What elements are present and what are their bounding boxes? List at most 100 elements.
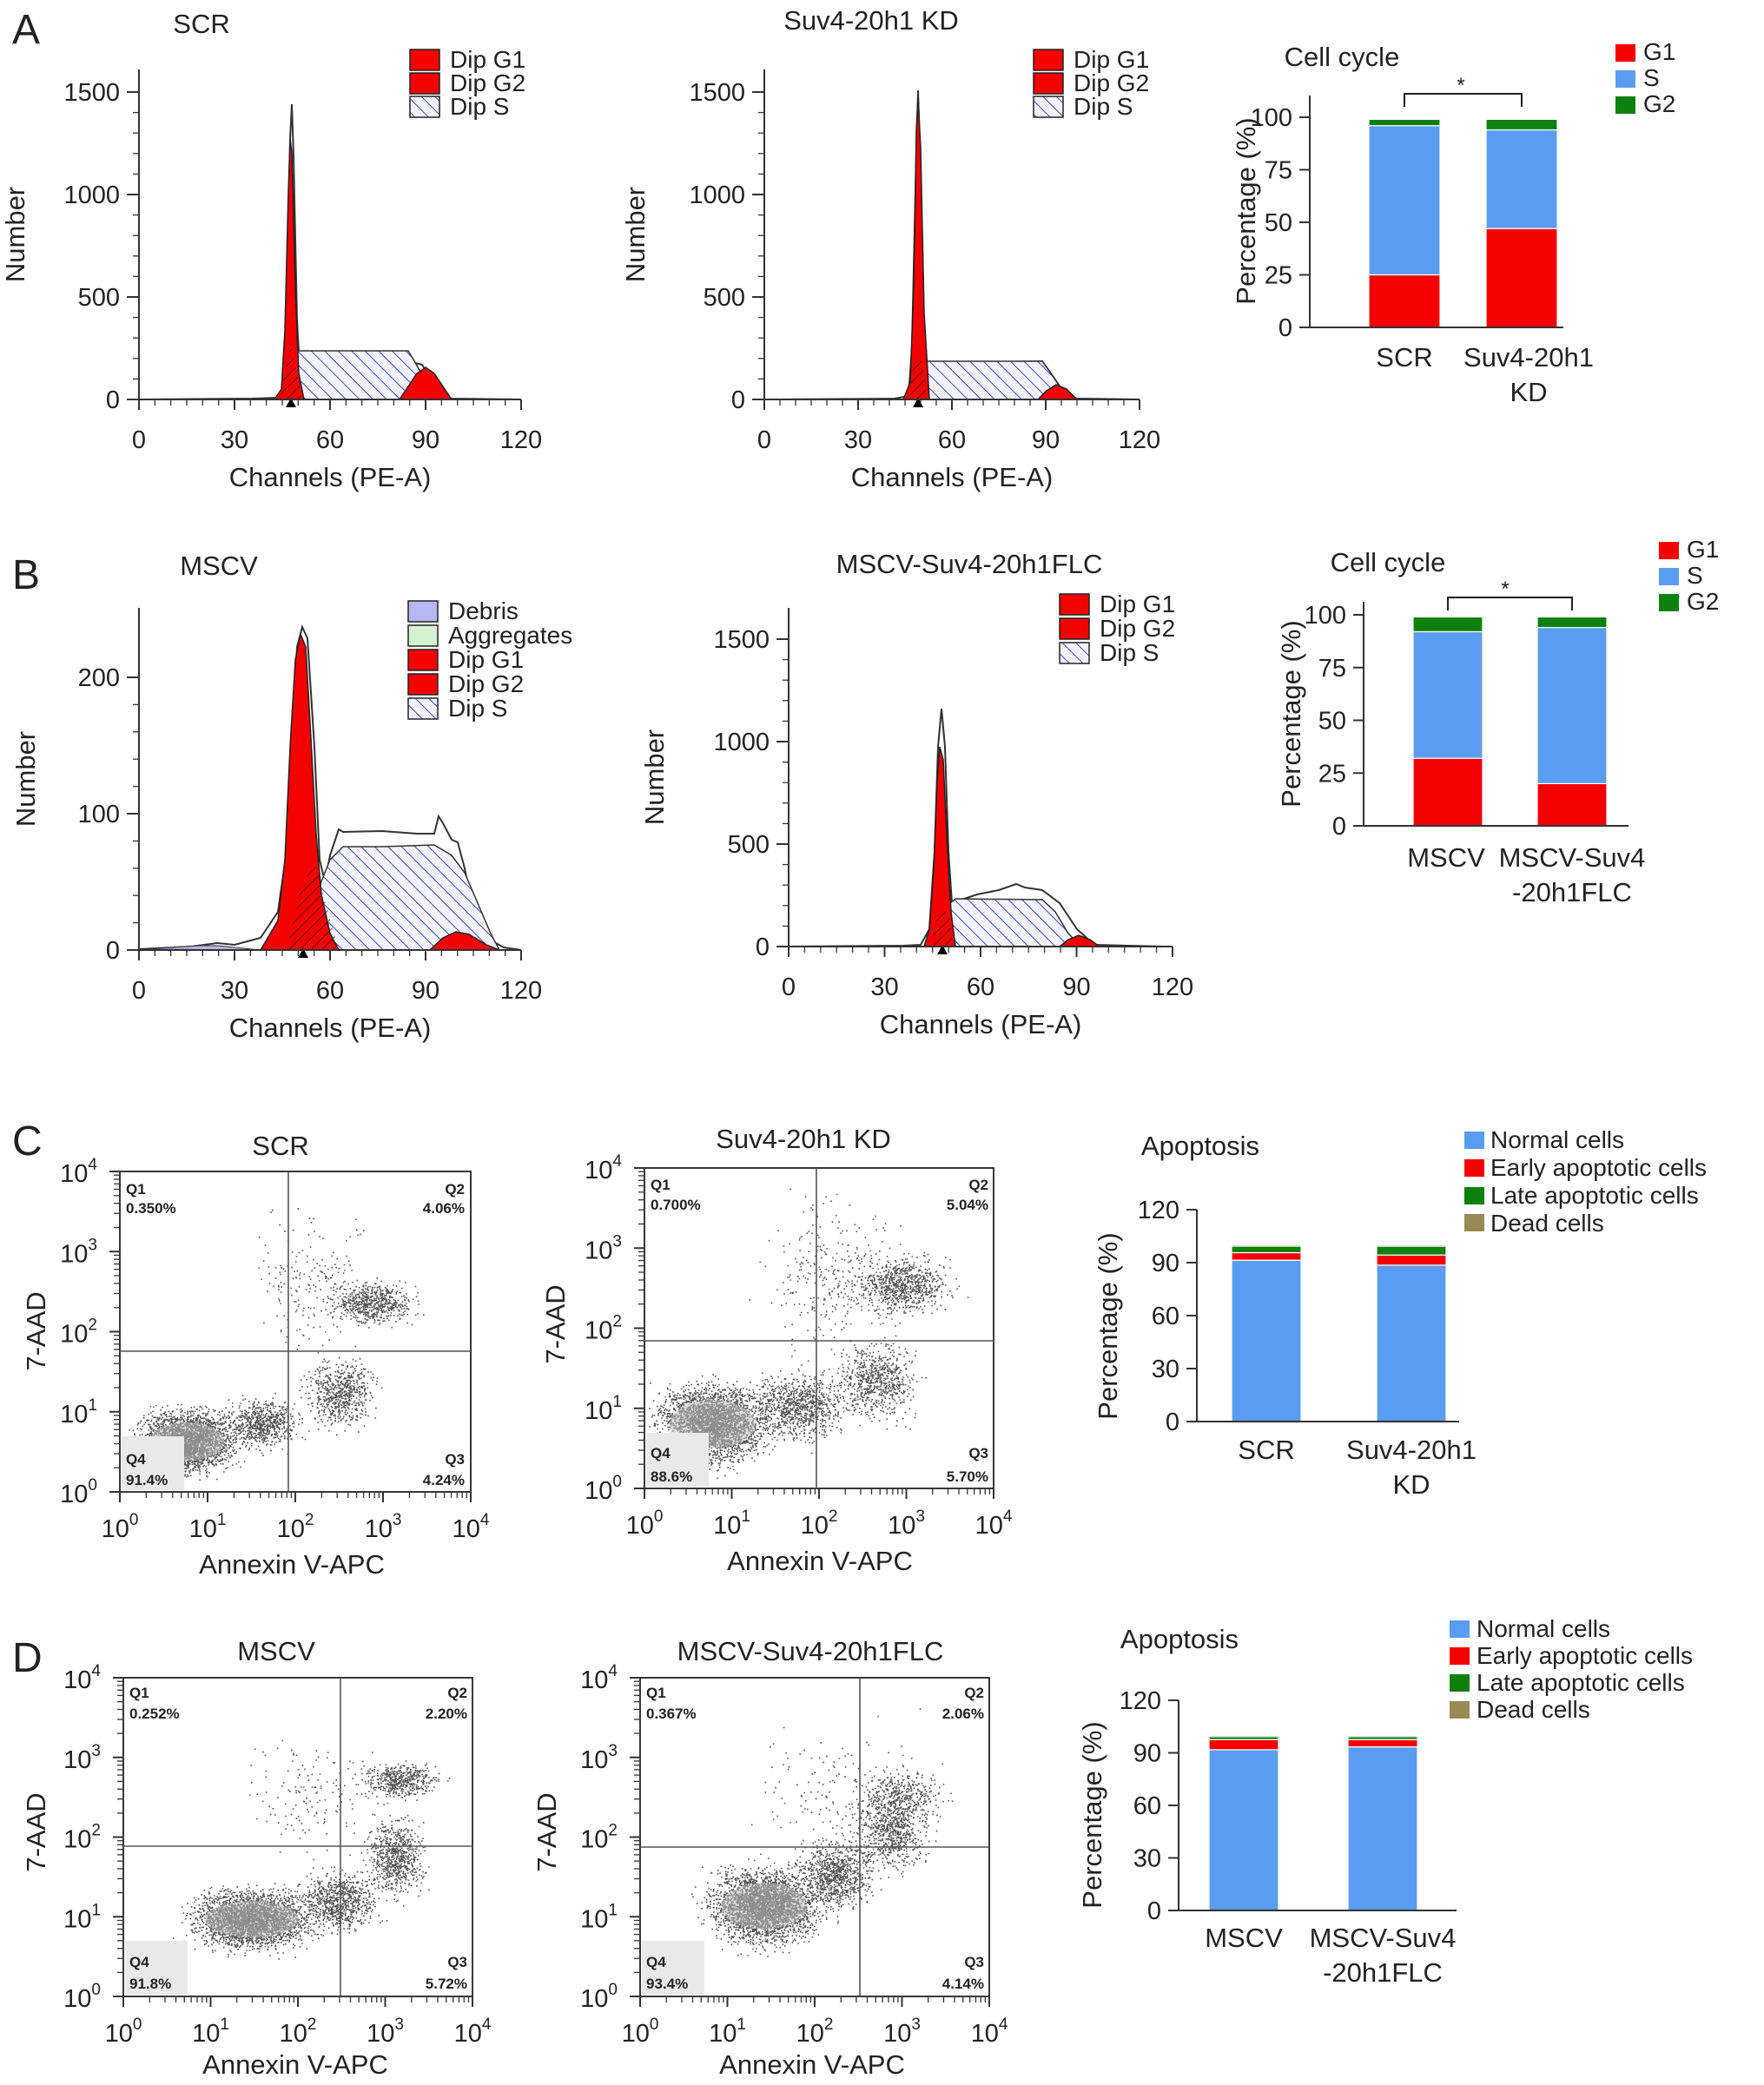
- bar-2-g1: [1485, 228, 1558, 328]
- x-tick-label: 90: [412, 977, 439, 1005]
- y-axis: 0 25 50 75 100: [1251, 104, 1310, 342]
- q3-value: 4.14%: [942, 1976, 984, 1992]
- x-axis-label: Annexin V-APC: [202, 2049, 388, 2080]
- x-tick-label: 102: [796, 2016, 834, 2048]
- x-tick-label: 60: [316, 426, 344, 454]
- category-label-2-line1: MSCV-Suv4: [1499, 842, 1646, 873]
- significance-star: *: [1457, 74, 1464, 97]
- chart-title: Apoptosis: [1141, 1131, 1259, 1161]
- legend-label-early: Early apoptotic cells: [1477, 1642, 1693, 1669]
- x-tick-label: 100: [626, 1508, 664, 1540]
- dip-g1-overlap: [287, 860, 339, 950]
- q2-label: Q2: [447, 1685, 467, 1701]
- bar-2-s: [1485, 129, 1558, 229]
- y-tick-label: 75: [1318, 655, 1346, 683]
- y-tick-label: 100: [580, 1981, 618, 2013]
- scatter-d-mscv-suv4-20h1flc: MSCV-Suv4-20h1FLC Q1 0.367% Q2 2.06% Q3 …: [532, 1636, 1008, 2080]
- y-tick-label: 90: [1152, 1250, 1179, 1277]
- legend-label-dip-g2: Dip G2: [450, 69, 525, 96]
- q2-value: 4.06%: [423, 1200, 465, 1217]
- legend-label-dip-g2: Dip G2: [448, 670, 524, 697]
- legend-swatch-dead: [1464, 1214, 1484, 1231]
- y-tick-label: 1500: [689, 79, 745, 107]
- q3-value: 4.24%: [423, 1472, 465, 1488]
- q2-label: Q2: [964, 1685, 984, 1701]
- chart-title: SCR: [173, 9, 229, 39]
- y-tick-label: 1000: [63, 181, 120, 209]
- x-tick-label: 90: [412, 426, 439, 454]
- legend-swatch-g1: [1659, 542, 1679, 559]
- legend: Dip G1 Dip G2 Dip S: [409, 46, 525, 120]
- y-axis-label: 7-AAD: [540, 1284, 571, 1363]
- category-label-2-line2: -20h1FLC: [1512, 877, 1632, 907]
- q1-value: 0.367%: [646, 1706, 697, 1722]
- q2-value: 5.04%: [947, 1197, 988, 1213]
- legend-swatch-dip-g2: [407, 673, 439, 696]
- legend-swatch-dead: [1450, 1701, 1470, 1719]
- bar-1-g2: [1412, 616, 1483, 633]
- x-tick-label: 120: [1119, 426, 1160, 454]
- q1-label: Q1: [129, 1685, 149, 1701]
- bars: [1208, 1734, 1418, 1911]
- panel-letter-b: B: [12, 552, 40, 598]
- legend-swatch-normal: [1450, 1620, 1470, 1638]
- q2-value: 2.20%: [426, 1706, 467, 1722]
- y-tick-label: 120: [1138, 1197, 1179, 1224]
- q1-label: Q1: [126, 1181, 146, 1198]
- x-axis-label: Channels (PE-A): [229, 1013, 432, 1043]
- y-tick-label: 101: [585, 1393, 622, 1425]
- scatter-d-mscv: MSCV Q1 0.252% Q2 2.20% Q3 5.72% Q4 91.8…: [21, 1636, 492, 2080]
- chart-title: Suv4-20h1 KD: [783, 5, 959, 36]
- legend-label-dip-g1: Dip G1: [1100, 591, 1175, 617]
- y-tick-label: 104: [63, 1662, 101, 1694]
- y-tick-label: 102: [60, 1316, 97, 1349]
- chart-title: Cell cycle: [1331, 547, 1446, 577]
- y-axis: 0 500 1000 1500 Number: [620, 69, 765, 414]
- y-tick-label: 104: [585, 1152, 622, 1184]
- legend: Dip G1 Dip G2 Dip S: [1059, 591, 1175, 666]
- legend-swatch-early: [1464, 1159, 1484, 1177]
- dip-g1-peak: [922, 746, 956, 947]
- bar-1-early-apoptotic-cells: [1208, 1739, 1279, 1751]
- legend-swatch-g2: [1659, 594, 1679, 611]
- legend-label-s: S: [1687, 562, 1703, 589]
- dip-g1-overlap: [280, 343, 302, 399]
- legend-label-g2: G2: [1687, 588, 1719, 615]
- x-tick-label: 120: [500, 977, 542, 1005]
- x-axis-label: Channels (PE-A): [880, 1009, 1082, 1039]
- q1-value: 0.252%: [129, 1706, 180, 1722]
- bar-1-s: [1412, 630, 1483, 759]
- legend-label-normal: Normal cells: [1490, 1126, 1624, 1153]
- x-axis: 0 30 60 90 120 Channels (PE-A): [132, 399, 542, 492]
- legend: G1 S G2: [1659, 536, 1719, 615]
- y-tick-label: 500: [704, 284, 745, 312]
- stacked-bar-b-cell-cycle: Cell cycle 0 25 50 75 100 * MSCV MSCV-Suv4 -…: [1276, 536, 1719, 907]
- chart-title: Suv4-20h1 KD: [716, 1124, 891, 1154]
- x-tick-label: 101: [713, 1508, 750, 1540]
- dip-g1-overlap: [931, 907, 954, 947]
- category-label-2-line1: Suv4-20h1: [1463, 342, 1594, 373]
- y-axis-label: Percentage (%): [1231, 117, 1261, 304]
- category-label-1: MSCV: [1407, 842, 1485, 873]
- bar-2-s: [1536, 626, 1608, 785]
- q4-value: 91.4%: [126, 1472, 168, 1488]
- histogram-envelope: [763, 89, 1140, 400]
- q3-value: 5.70%: [947, 1468, 988, 1485]
- legend-label-dead: Dead cells: [1477, 1696, 1590, 1723]
- bars: [1368, 118, 1558, 328]
- x-tick-label: 104: [975, 1508, 1013, 1540]
- y-tick-label: 100: [585, 1473, 622, 1505]
- stacked-bar-c-apoptosis: Apoptosis 0 30 60 90 120 SCR Suv4-20h1 KD Pe…: [1093, 1126, 1707, 1500]
- y-tick-label: 100: [1305, 602, 1346, 630]
- x-tick-label: 0: [757, 426, 771, 454]
- y-axis: 0 100 200 Number: [10, 608, 140, 965]
- q3-label: Q3: [968, 1445, 988, 1461]
- y-axis: 0 30 60 90 120: [1138, 1197, 1197, 1436]
- y-tick-label: 1500: [63, 79, 120, 107]
- legend-swatch-dip-g2: [1059, 617, 1090, 640]
- q3-label: Q3: [445, 1451, 465, 1468]
- dip-g2-peak: [398, 366, 453, 400]
- dip-g1-overlap: [908, 356, 928, 399]
- y-tick-label: 500: [728, 831, 770, 859]
